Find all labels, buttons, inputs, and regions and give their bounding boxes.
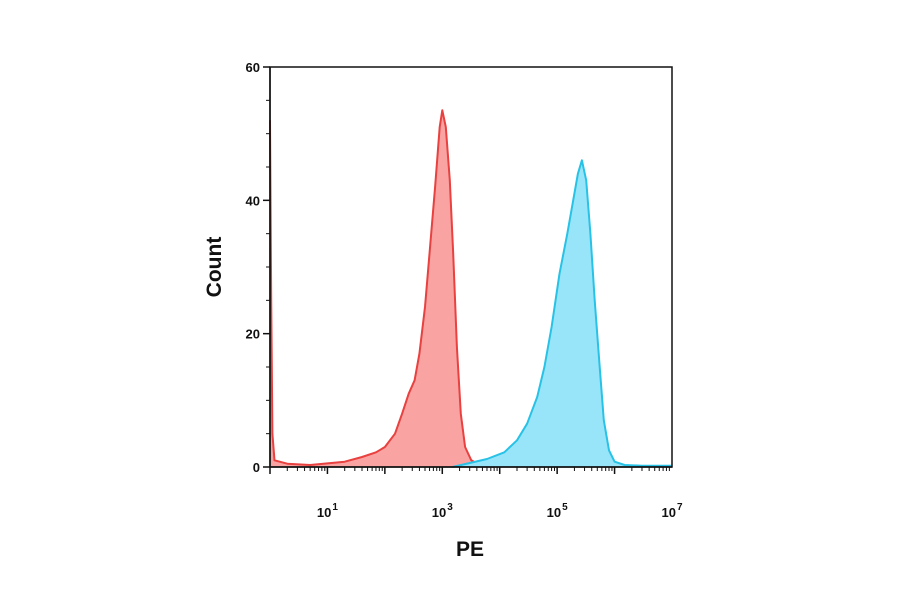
ticks-layer — [263, 66, 670, 474]
plot-frame — [269, 66, 673, 468]
tick-labels: 0 20 40 60 101 103 105 107 — [246, 60, 683, 520]
series-layer — [269, 109, 672, 468]
x-tick-label: 101 — [317, 502, 338, 520]
x-tick-label: 103 — [432, 502, 453, 520]
y-tick-label: 0 — [253, 460, 260, 475]
x-axis-title: PE — [456, 538, 484, 561]
histogram-line-2 — [452, 159, 672, 468]
y-tick-label: 20 — [246, 327, 260, 342]
x-tick-label: 105 — [547, 502, 568, 520]
histogram-line-1 — [269, 109, 495, 468]
y-tick-label: 40 — [246, 193, 260, 208]
y-tick-label: 60 — [246, 60, 260, 75]
histogram-fill-1 — [270, 110, 495, 468]
y-axis-title: Count — [203, 237, 226, 298]
x-tick-label: 107 — [661, 502, 682, 520]
histogram-fill-2 — [452, 160, 672, 468]
